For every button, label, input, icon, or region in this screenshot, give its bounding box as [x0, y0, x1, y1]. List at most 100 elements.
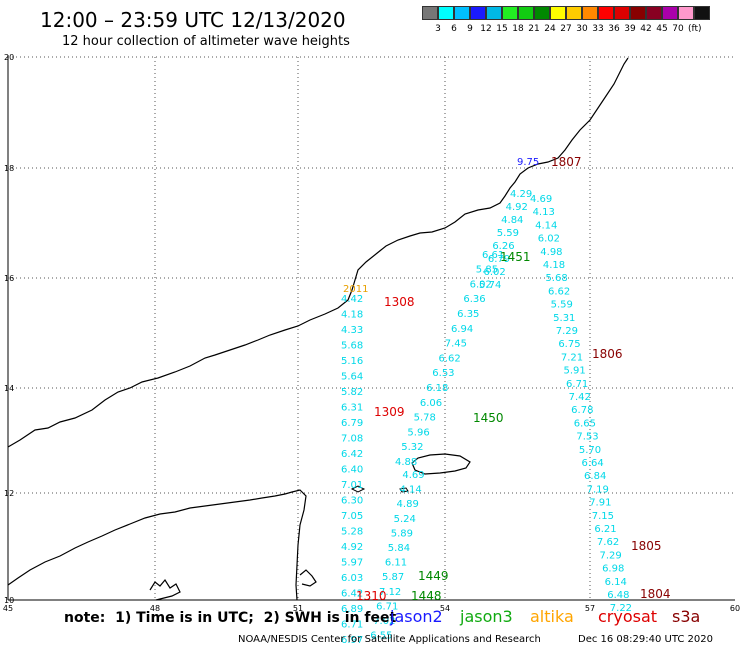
scale-swatch — [470, 6, 486, 20]
track-label: 1310 — [356, 589, 387, 603]
altimeter-value: 4.13 — [533, 207, 555, 218]
scale-label: 12 — [480, 24, 492, 34]
latitude-tick: 10 — [4, 596, 14, 605]
altimeter-value: 6.42 — [341, 589, 363, 600]
satellite-legend-item: s3a — [672, 607, 701, 626]
altimeter-value: 5.28 — [341, 527, 363, 538]
altimeter-value: 6.94 — [451, 324, 473, 335]
altimeter-value: 4.29 — [510, 189, 532, 200]
note-text: note: 1) Time is in UTC; 2) SWH is in fe… — [64, 610, 397, 626]
latitude-tick: 16 — [4, 274, 14, 283]
satellite-legend-item: jason2 — [390, 607, 443, 626]
scale-swatch — [550, 6, 566, 20]
altimeter-value: 6.42 — [341, 449, 363, 460]
scale-label: 42 — [640, 24, 652, 34]
scale-unit: (ft) — [688, 24, 702, 34]
altimeter-value: 6.36 — [463, 294, 485, 305]
track-label: 1804 — [640, 587, 671, 601]
altimeter-value: 7.62 — [597, 537, 619, 548]
longitude-tick: 48 — [150, 604, 160, 613]
altimeter-value: 7.29 — [599, 550, 621, 561]
altimeter-value: 5.68 — [545, 273, 567, 284]
scale-label: 70 — [672, 24, 684, 34]
altimeter-value: 6.89 — [341, 604, 363, 615]
altimeter-value: 6.11 — [385, 558, 407, 569]
altimeter-value: 7.91 — [589, 498, 611, 509]
altimeter-value: 7.19 — [587, 484, 609, 495]
latitude-tick-labels: 20 18 16 14 12 10 — [4, 53, 14, 605]
altimeter-value: 6.26 — [492, 241, 514, 252]
longitude-tick: 54 — [440, 604, 450, 613]
altimeter-value: 6.55 — [370, 631, 392, 642]
altimeter-value: 5.82 — [341, 387, 363, 398]
altimeter-value: 7.15 — [592, 511, 614, 522]
track-label: 1805 — [631, 539, 662, 553]
longitude-tick: 57 — [585, 604, 595, 613]
altimeter-value: 4.84 — [501, 215, 523, 226]
altimeter-value: 6.53 — [432, 368, 454, 379]
scale-swatch — [438, 6, 454, 20]
altimeter-value: 6.71 — [376, 601, 398, 612]
altimeter-value: 6.79 — [341, 418, 363, 429]
altimeter-value: 7.08 — [341, 434, 363, 445]
track-label: 1449 — [418, 569, 449, 583]
altimeter-value: 5.91 — [563, 366, 585, 377]
satellite-legend-item: cryosat — [598, 607, 658, 626]
scale-swatch — [678, 6, 694, 20]
scale-label: 3 — [435, 24, 441, 34]
altimeter-value: 4.92 — [506, 202, 528, 213]
altimeter-value: 5.59 — [497, 228, 519, 239]
altimeter-value: 7.29 — [556, 326, 578, 337]
track-label: 1451 — [500, 250, 531, 264]
altimeter-value: 6.98 — [602, 564, 624, 575]
altimeter-value: 6.71 — [341, 620, 363, 631]
scale-label: 6 — [451, 24, 457, 34]
longitude-tick: 45 — [3, 604, 13, 613]
longitude-tick: 60 — [730, 604, 740, 613]
scale-label: 18 — [512, 24, 524, 34]
scale-label: 24 — [544, 24, 556, 34]
altimeter-value: 5.16 — [341, 356, 363, 367]
altimeter-value: 5.31 — [553, 313, 575, 324]
altimeter-value: 5.89 — [391, 528, 413, 539]
scale-swatch — [454, 6, 470, 20]
scale-swatch — [534, 6, 550, 20]
track-label: 1448 — [411, 589, 442, 603]
altimeter-value: 4.92 — [341, 542, 363, 553]
altimeter-value: 5.64 — [341, 372, 363, 383]
altimeter-value: 6.02 — [470, 279, 492, 290]
scale-swatch — [566, 6, 582, 20]
socotra-island — [411, 453, 471, 475]
map-title: 12:00 – 23:59 UTC 12/13/2020 — [40, 8, 346, 32]
scale-swatch — [582, 6, 598, 20]
coast-detail-west — [149, 578, 181, 601]
altimeter-value: 6.02 — [483, 267, 505, 278]
altimeter-value: 5.87 — [382, 572, 404, 583]
altimeter-value: 4.14 — [399, 485, 421, 496]
altimeter-value: 6.40 — [341, 465, 363, 476]
altimeter-value: 7.22 — [610, 603, 632, 614]
altimeter-value: 5.97 — [341, 558, 363, 569]
latitude-tick: 14 — [4, 384, 14, 393]
altimeter-value: 6.48 — [607, 590, 629, 601]
scale-swatch — [518, 6, 534, 20]
altimeter-value: 4.98 — [540, 247, 562, 258]
longitude-tick: 51 — [293, 604, 303, 613]
altimeter-value: 7.05 — [341, 511, 363, 522]
altimeter-value: 6.06 — [420, 398, 442, 409]
altimeter-value: 5.68 — [341, 341, 363, 352]
altimeter-value: 7.53 — [576, 432, 598, 443]
scale-label: 45 — [656, 24, 668, 34]
altimeter-value: 7.42 — [569, 392, 591, 403]
small-island-2 — [399, 487, 409, 493]
altimeter-value: 6.61 — [482, 250, 504, 261]
altimeter-value: 6.14 — [605, 577, 627, 588]
altimeter-value: 4.69 — [402, 470, 424, 481]
scale-swatch — [614, 6, 630, 20]
altimeter-value: 4.18 — [543, 260, 565, 271]
altimeter-value: 6.75 — [558, 339, 580, 350]
altimeter-value: 6.31 — [341, 403, 363, 414]
altimeter-value: 5.32 — [401, 442, 423, 453]
track-label: 1807 — [551, 155, 582, 169]
track-label: 1806 — [592, 347, 623, 361]
